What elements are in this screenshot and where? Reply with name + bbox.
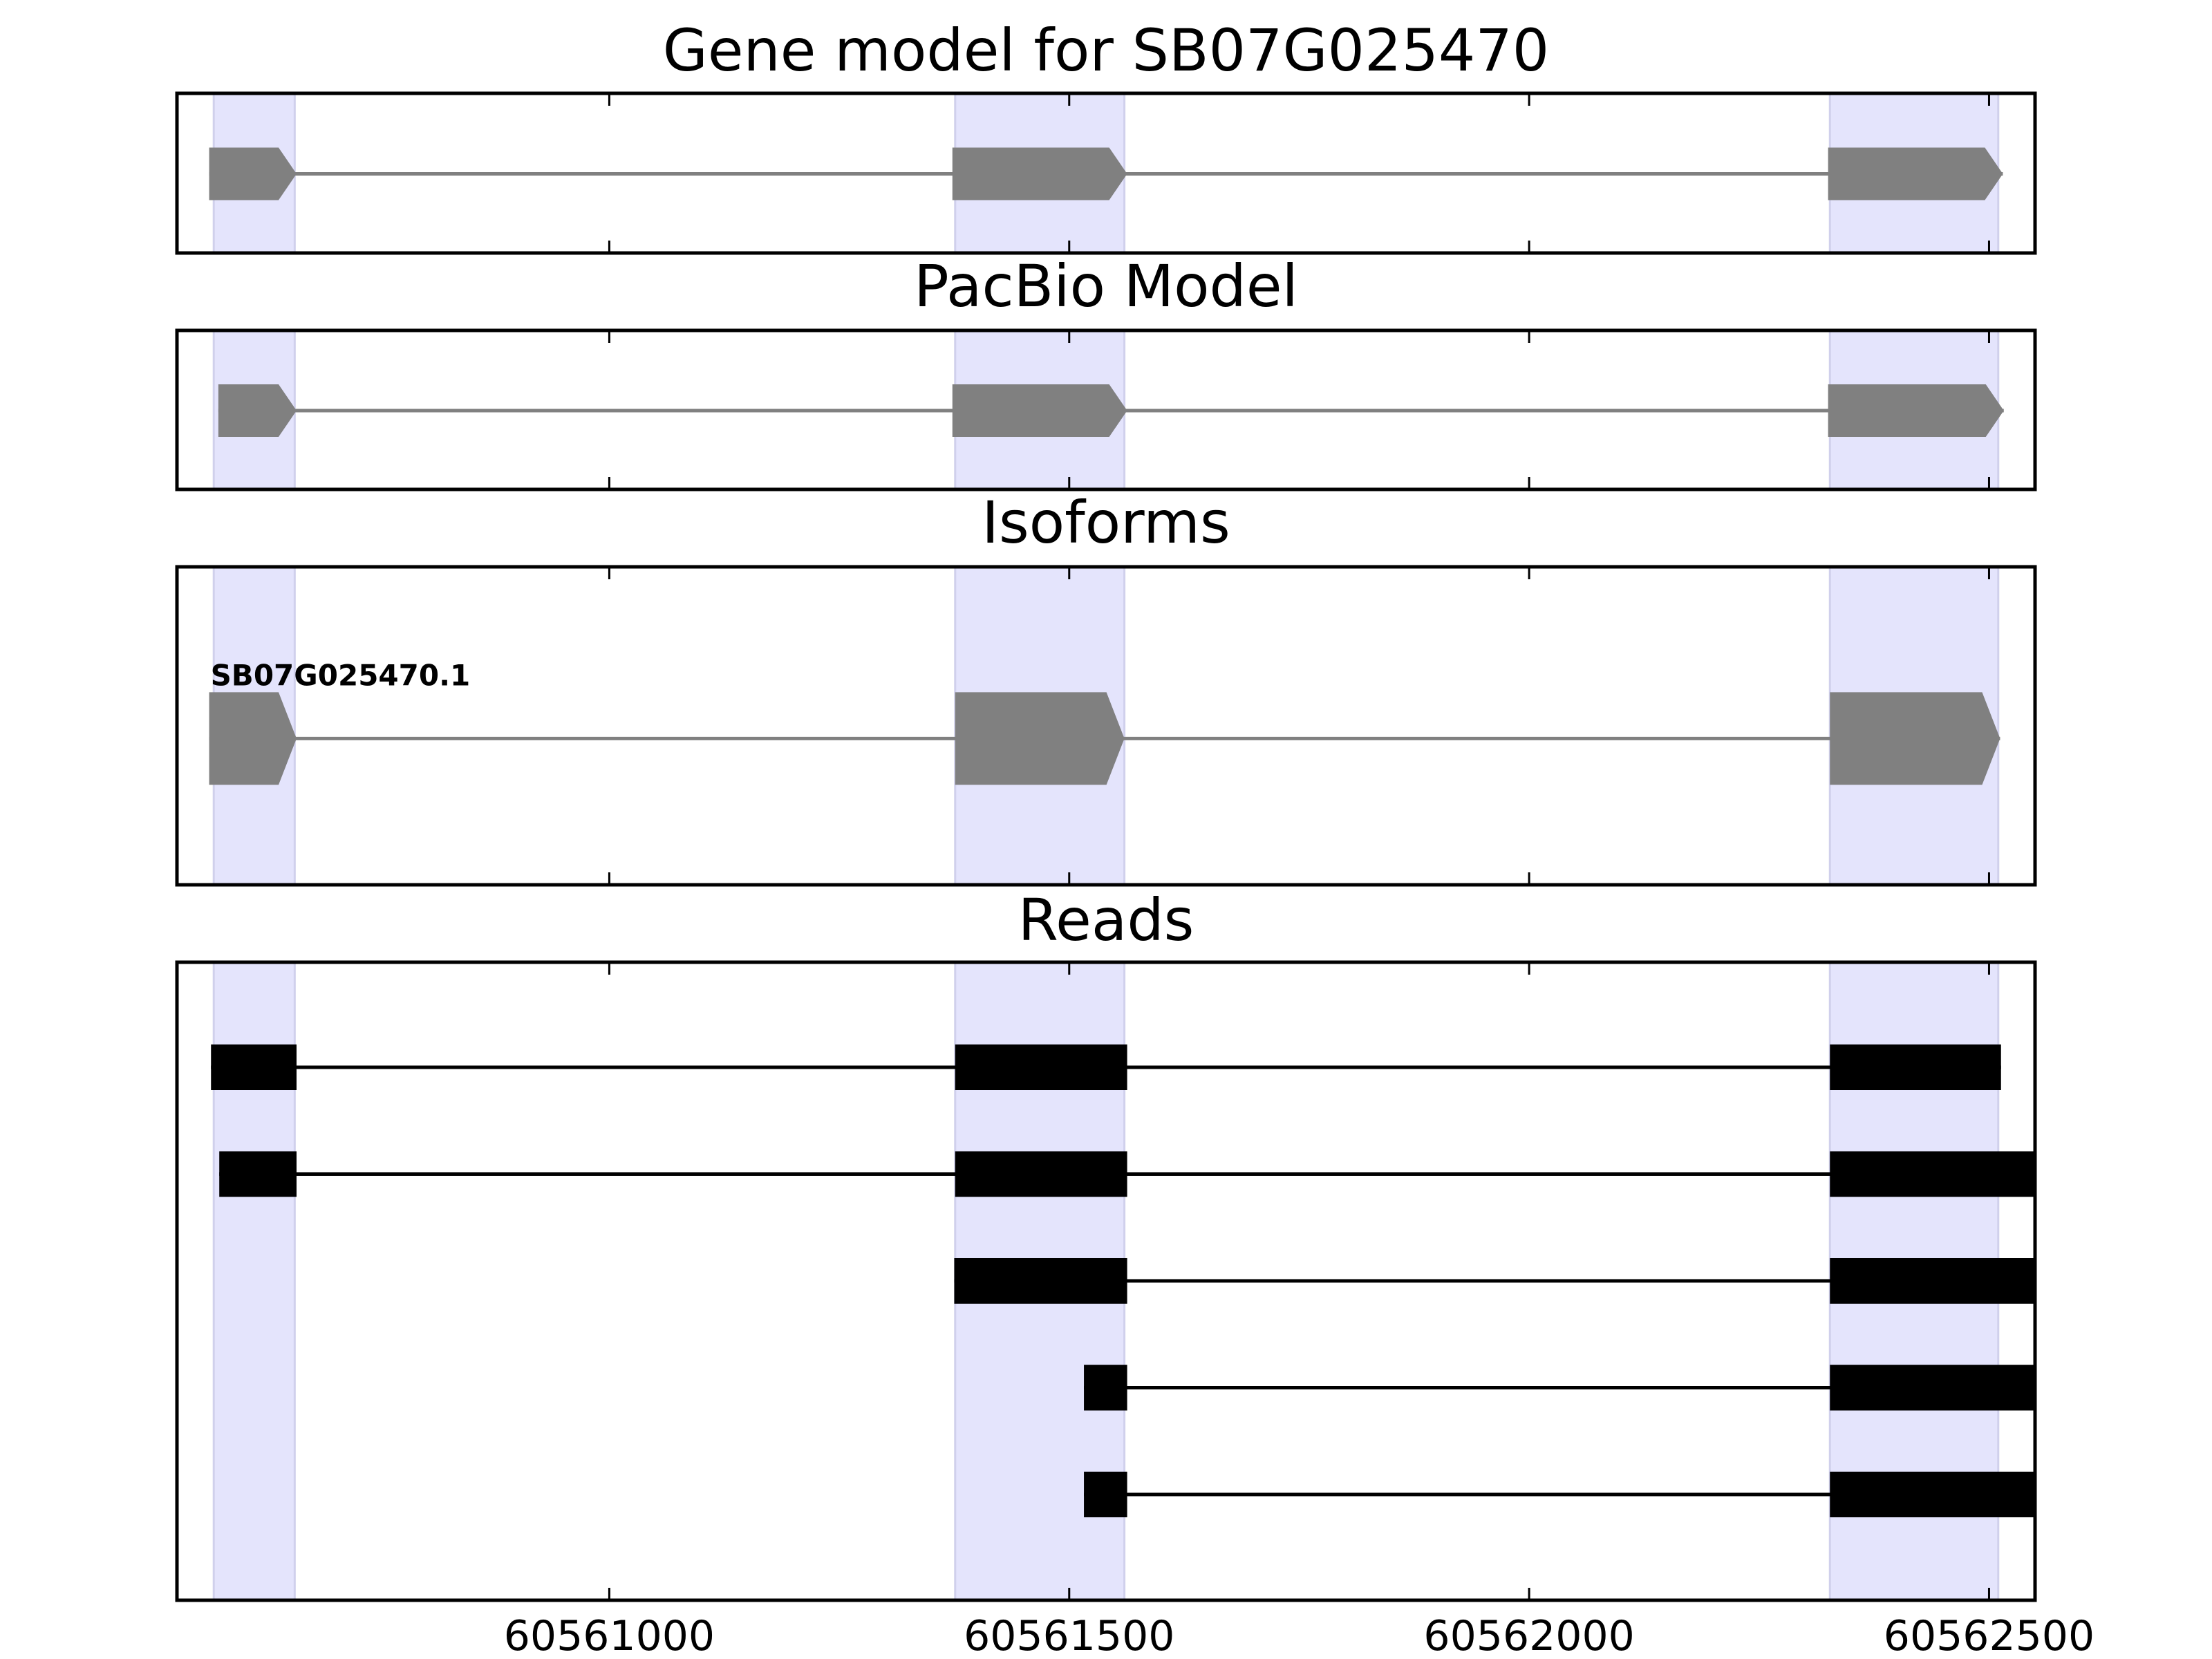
read-block [219,1151,297,1197]
exon-arrow [1828,384,2004,437]
x-tick-label: 60561500 [964,1612,1174,1659]
x-tick-label: 60562500 [1884,1612,2094,1659]
x-axis: 60561000 60561500 60562000 60562500 [504,1612,2094,1659]
read-block [1830,1151,2035,1197]
panels-layer: Gene model for SB07G025470 PacBio Model Is… [175,17,2037,1602]
panel-frame [175,960,2037,1602]
read-block [211,1044,297,1090]
read-block [1830,1044,2001,1090]
panel-frame [175,91,2037,255]
exon-arrow [1828,147,2003,200]
read-block [1830,1365,2035,1411]
panel-frame [175,565,2037,887]
read-block [954,1258,1127,1304]
panel-model: PacBio Model [175,252,2037,491]
panel-content [211,962,2035,1600]
exon-arrow [209,692,297,785]
isoform-label: SB07G025470.1 [211,658,471,692]
x-tick-label: 60561000 [504,1612,715,1659]
panel-model: Gene model for SB07G025470 [175,17,2037,255]
exon-arrow [1830,692,2000,785]
x-tick-label: 60562000 [1423,1612,1634,1659]
exon-arrow [952,384,1127,437]
panel-title: PacBio Model [914,252,1298,320]
exon-arrow [218,384,297,437]
panel-frame [175,328,2037,491]
panel-content [209,93,2003,253]
panel-title: Reads [1018,886,1194,954]
panel-title: Gene model for SB07G025470 [663,17,1549,84]
read-block [955,1044,1127,1090]
panel-content [212,330,2004,489]
exon-arrow [209,147,297,200]
read-block [1084,1472,1127,1517]
read-block [1084,1365,1127,1411]
panel-reads: Reads [175,886,2037,1602]
exon-arrow [952,147,1127,200]
panel-content [209,567,2000,885]
read-block [1830,1258,2035,1304]
panel-isoforms: Isoforms SB07G025470.1 [175,489,2037,887]
exon-arrow [955,692,1125,785]
panel-title: Isoforms [982,489,1230,556]
read-block [1830,1472,2035,1517]
read-block [955,1151,1127,1197]
